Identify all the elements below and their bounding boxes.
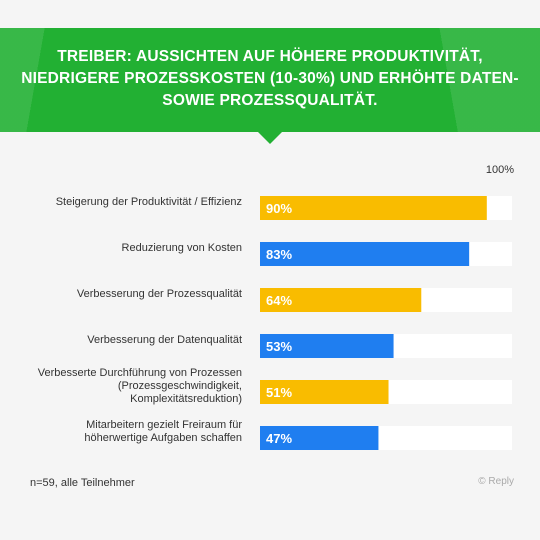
bar-value-label: 53%	[266, 339, 292, 354]
bar	[260, 380, 389, 404]
bar-value-label: 51%	[266, 385, 292, 400]
category-label: Reduzierung von Kosten	[121, 241, 242, 254]
bar	[260, 288, 422, 312]
bar	[260, 334, 394, 358]
category-label: Verbesserung der Datenqualität	[87, 333, 242, 346]
chart-title: TREIBER: AUSSICHTEN AUF HÖHERE PRODUKTIV…	[21, 48, 519, 109]
bar	[260, 426, 379, 450]
bar	[260, 242, 470, 266]
category-label: Steigerung der Produktivität / Effizienz	[55, 195, 242, 208]
bar-value-label: 90%	[266, 201, 292, 216]
copyright: © Reply	[478, 476, 514, 487]
bar-value-label: 83%	[266, 247, 292, 262]
category-label: Mitarbeitern gezielt Freiraum für höherw…	[84, 419, 242, 444]
bar-value-label: 47%	[266, 431, 292, 446]
bar-value-label: 64%	[266, 293, 292, 308]
title-banner: TREIBER: AUSSICHTEN AUF HÖHERE PRODUKTIV…	[0, 28, 540, 144]
category-label: Verbesserung der Prozessqualität	[76, 287, 242, 300]
bar	[260, 196, 487, 220]
footnote: n=59, alle Teilnehmer	[30, 477, 135, 489]
category-label: Verbesserte Durchführung von Prozessen (…	[37, 366, 242, 405]
axis-max-label: 100%	[485, 164, 514, 176]
